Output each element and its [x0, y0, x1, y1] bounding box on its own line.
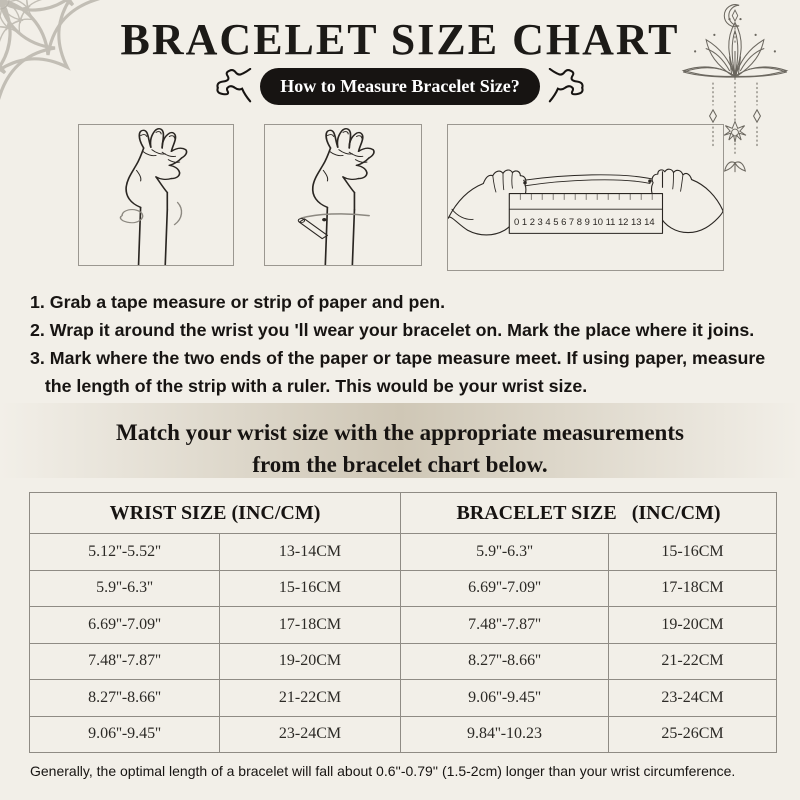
- svg-text:0 1 2 3 4 5 6 7 8 9 10 11 12 1: 0 1 2 3 4 5 6 7 8 9 10 11 12 13 14: [514, 216, 655, 227]
